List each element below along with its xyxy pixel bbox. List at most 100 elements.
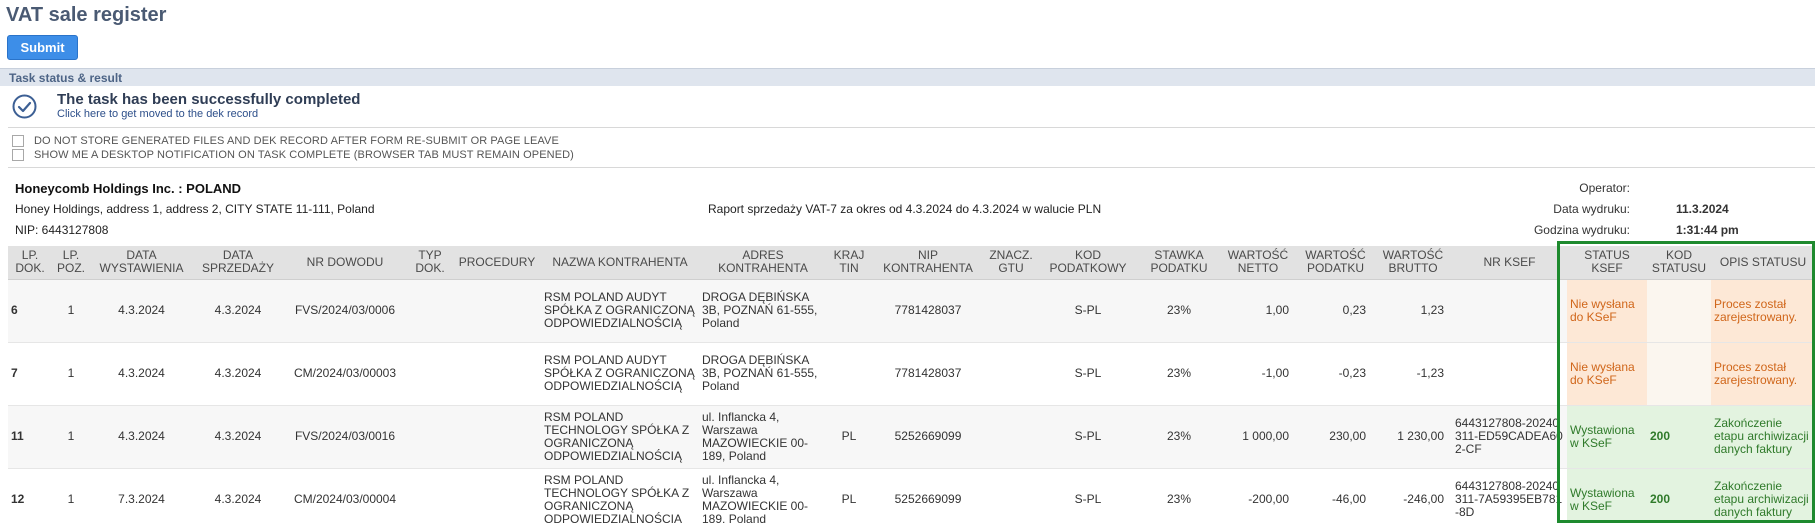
col-opis-statusu[interactable]: OPIS STATUSU bbox=[1711, 246, 1815, 280]
status-code-cell bbox=[1647, 342, 1711, 406]
document-number-link[interactable]: CM/2024/03/00004 bbox=[283, 468, 407, 523]
contractor-name-link[interactable]: RSM POLAND TECHNOLOGY SPÓŁKA Z OGRANICZO… bbox=[541, 405, 699, 469]
print-time-value: 1:31:44 pm bbox=[1676, 223, 1739, 237]
col-kod-podatkowy[interactable]: KOD PODATKOWY bbox=[1037, 246, 1139, 280]
cell-typ-dok bbox=[407, 279, 453, 343]
cell-lp-dok: 6 bbox=[8, 279, 52, 343]
option-desktop-notification[interactable]: SHOW ME A DESKTOP NOTIFICATION ON TASK C… bbox=[12, 148, 574, 162]
cell-brutto: 1 230,00 bbox=[1374, 405, 1452, 469]
tax-code-link[interactable]: S-PL bbox=[1037, 468, 1139, 523]
submit-button[interactable]: Submit bbox=[7, 35, 78, 60]
cell-lp-dok: 7 bbox=[8, 342, 52, 406]
do-not-store-checkbox[interactable] bbox=[12, 135, 24, 147]
cell-procedury bbox=[453, 279, 541, 343]
status-description-cell: Proces został zarejestrowany. bbox=[1711, 342, 1815, 406]
cell-nr-ksef: 6443127808-20240311-ED59CADEA602-CF bbox=[1452, 405, 1567, 469]
cell-nip: 5252669099 bbox=[871, 405, 985, 469]
col-procedury[interactable]: PROCEDURY bbox=[453, 246, 541, 280]
col-typ-dok[interactable]: TYP DOK. bbox=[407, 246, 453, 280]
status-ksef-cell: Nie wysłana do KSeF bbox=[1567, 279, 1647, 343]
cell-procedury bbox=[453, 405, 541, 469]
option-label: SHOW ME A DESKTOP NOTIFICATION ON TASK C… bbox=[34, 149, 574, 161]
col-nr-ksef[interactable]: NR KSEF bbox=[1452, 246, 1567, 280]
cell-nip: 7781428037 bbox=[871, 279, 985, 343]
dek-record-link[interactable]: Click here to get moved to the dek recor… bbox=[57, 108, 259, 120]
table-row: 12 1 7.3.2024 4.3.2024 CM/2024/03/00004 … bbox=[8, 468, 1815, 523]
col-kod-statusu[interactable]: KOD STATUSU bbox=[1647, 246, 1711, 280]
cell-nip: 5252669099 bbox=[871, 468, 985, 523]
col-stawka-podatku[interactable]: STAWKA PODATKU bbox=[1139, 246, 1219, 280]
cell-typ-dok bbox=[407, 405, 453, 469]
print-date-value: 11.3.2024 bbox=[1676, 202, 1729, 216]
cell-nr-ksef bbox=[1452, 342, 1567, 406]
cell-nr-ksef: 6443127808-20240311-7A59395EB781-8D bbox=[1452, 468, 1567, 523]
cell-data-sprzedazy: 4.3.2024 bbox=[193, 342, 283, 406]
col-data-sprzedazy[interactable]: DATA SPRZEDAŻY bbox=[193, 246, 283, 280]
desktop-notification-checkbox[interactable] bbox=[12, 149, 24, 161]
col-znacz-gtu[interactable]: ZNACZ. GTU bbox=[985, 246, 1037, 280]
cell-adres: ul. Inflancka 4, Warszawa MAZOWIECKIE 00… bbox=[699, 405, 827, 469]
cell-netto: 1 000,00 bbox=[1219, 405, 1297, 469]
task-result-title: The task has been successfully completed bbox=[57, 91, 361, 108]
cell-data-wystawienia: 4.3.2024 bbox=[90, 342, 193, 406]
section-label: Task status & result bbox=[9, 71, 123, 85]
cell-kraj-tin bbox=[827, 279, 871, 343]
cell-podatek: 230,00 bbox=[1297, 405, 1374, 469]
cell-lp-dok: 12 bbox=[8, 468, 52, 523]
vat-register-table: LP. DOK. LP. POZ. DATA WYSTAWIENIA DATA … bbox=[8, 246, 1815, 523]
cell-gtu bbox=[985, 342, 1037, 406]
col-wartosc-netto[interactable]: WARTOŚĆ NETTO bbox=[1219, 246, 1297, 280]
status-description-cell: Zakończenie etapu archiwizacji danych fa… bbox=[1711, 468, 1815, 523]
col-lp-dok[interactable]: LP. DOK. bbox=[8, 246, 52, 280]
status-code-cell bbox=[1647, 279, 1711, 343]
cell-kraj-tin: PL bbox=[827, 468, 871, 523]
operator-label: Operator: bbox=[1579, 181, 1630, 195]
table-row: 6 1 4.3.2024 4.3.2024 FVS/2024/03/0006 R… bbox=[8, 279, 1815, 343]
contractor-name-link[interactable]: RSM POLAND AUDYT SPÓŁKA Z OGRANICZONĄ OD… bbox=[541, 342, 699, 406]
cell-stawka: 23% bbox=[1139, 342, 1219, 406]
document-number-link[interactable]: FVS/2024/03/0006 bbox=[283, 279, 407, 343]
col-nazwa-kontrahenta[interactable]: NAZWA KONTRAHENTA bbox=[541, 246, 699, 280]
cell-gtu bbox=[985, 279, 1037, 343]
cell-procedury bbox=[453, 468, 541, 523]
cell-data-wystawienia: 4.3.2024 bbox=[90, 279, 193, 343]
cell-netto: -200,00 bbox=[1219, 468, 1297, 523]
print-date-label: Data wydruku: bbox=[1553, 202, 1630, 216]
contractor-name-link[interactable]: RSM POLAND AUDYT SPÓŁKA Z OGRANICZONĄ OD… bbox=[541, 279, 699, 343]
tax-code-link[interactable]: S-PL bbox=[1037, 405, 1139, 469]
col-wartosc-podatku[interactable]: WARTOŚĆ PODATKU bbox=[1297, 246, 1374, 280]
tax-code-link[interactable]: S-PL bbox=[1037, 342, 1139, 406]
col-nr-dowodu[interactable]: NR DOWODU bbox=[283, 246, 407, 280]
cell-adres: ul. Inflancka 4, Warszawa MAZOWIECKIE 00… bbox=[699, 468, 827, 523]
check-circle-icon bbox=[12, 94, 37, 119]
status-code-cell: 200 bbox=[1647, 405, 1711, 469]
tax-code-link[interactable]: S-PL bbox=[1037, 279, 1139, 343]
cell-kraj-tin bbox=[827, 342, 871, 406]
col-data-wystawienia[interactable]: DATA WYSTAWIENIA bbox=[90, 246, 193, 280]
cell-podatek: -46,00 bbox=[1297, 468, 1374, 523]
cell-gtu bbox=[985, 468, 1037, 523]
col-status-ksef[interactable]: STATUS KSEF bbox=[1567, 246, 1647, 280]
col-lp-poz[interactable]: LP. POZ. bbox=[52, 246, 90, 280]
col-adres-kontrahenta[interactable]: ADRES KONTRAHENTA bbox=[699, 246, 827, 280]
cell-kraj-tin: PL bbox=[827, 405, 871, 469]
document-number-link[interactable]: FVS/2024/03/0016 bbox=[283, 405, 407, 469]
document-number-link[interactable]: CM/2024/03/00003 bbox=[283, 342, 407, 406]
cell-netto: 1,00 bbox=[1219, 279, 1297, 343]
cell-data-sprzedazy: 4.3.2024 bbox=[193, 468, 283, 523]
option-do-not-store[interactable]: DO NOT STORE GENERATED FILES AND DEK REC… bbox=[12, 134, 559, 148]
cell-stawka: 23% bbox=[1139, 405, 1219, 469]
contractor-name-link[interactable]: RSM POLAND TECHNOLOGY SPÓŁKA Z OGRANICZO… bbox=[541, 468, 699, 523]
page-title: VAT sale register bbox=[6, 4, 167, 26]
report-title: Raport sprzedaży VAT-7 za okres od 4.3.2… bbox=[708, 202, 1102, 216]
col-nip-kontrahenta[interactable]: NIP KONTRAHENTA bbox=[871, 246, 985, 280]
table-row: 7 1 4.3.2024 4.3.2024 CM/2024/03/00003 R… bbox=[8, 342, 1815, 406]
col-wartosc-brutto[interactable]: WARTOŚĆ BRUTTO bbox=[1374, 246, 1452, 280]
table-row: 11 1 4.3.2024 4.3.2024 FVS/2024/03/0016 … bbox=[8, 405, 1815, 469]
cell-netto: -1,00 bbox=[1219, 342, 1297, 406]
status-ksef-cell: Wystawiona w KSeF bbox=[1567, 468, 1647, 523]
company-nip: NIP: 6443127808 bbox=[15, 223, 109, 237]
cell-adres: DROGA DĘBIŃSKA 3B, POZNAŃ 61-555, Poland bbox=[699, 342, 827, 406]
cell-brutto: -246,00 bbox=[1374, 468, 1452, 523]
col-kraj-tin[interactable]: KRAJ TIN bbox=[827, 246, 871, 280]
